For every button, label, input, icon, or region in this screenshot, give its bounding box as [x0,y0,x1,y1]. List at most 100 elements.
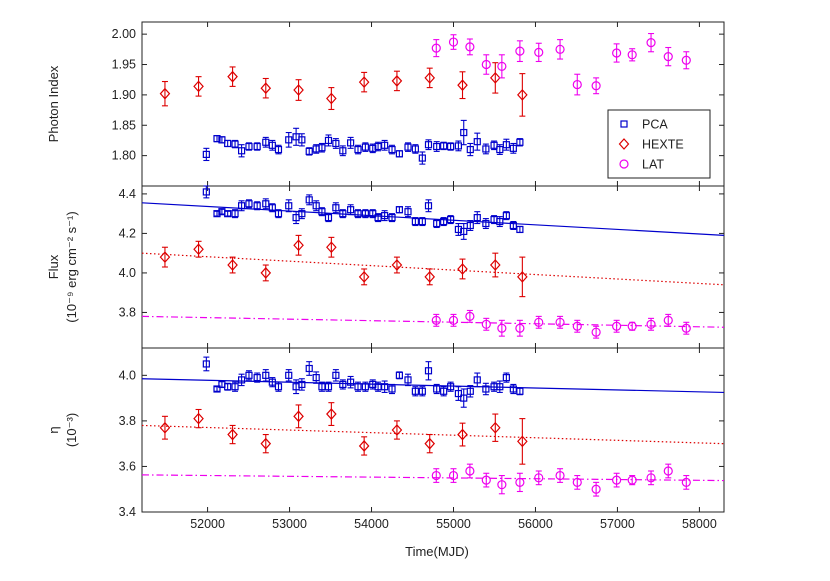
data-point-lat [431,470,441,481]
data-point-pca [202,188,210,196]
data-point-pca [274,145,283,154]
data-point-pca [473,138,481,146]
data-point-lat [591,81,601,91]
legend-label-lat: LAT [642,158,664,172]
data-point-pca [369,144,377,152]
data-point-pca [298,210,306,218]
data-point-pca [381,383,389,391]
data-point-pca [516,387,524,395]
data-point-pca [347,139,355,147]
data-point-lat [591,327,601,337]
data-point-pca [490,141,498,149]
data-point-pca [454,142,463,150]
y-tick-label-eta: 4.0 [119,368,136,382]
data-point-pca [305,364,313,373]
data-point-pca [502,212,510,220]
data-point-hexte [260,82,272,95]
data-point-pca [245,200,253,208]
data-point-pca [312,202,320,210]
data-point-lat [448,37,459,47]
data-point-pca [324,383,333,391]
data-point-pca [231,383,239,391]
trend-line-pca-flux [141,202,725,236]
data-point-hexte [424,71,436,84]
y-tick-label-eta: 3.4 [119,505,136,519]
data-point-pca [347,378,355,386]
data-point-pca [404,208,412,216]
y-tick-label-photon_index: 1.85 [112,118,136,132]
y-tick-label-photon_index: 1.90 [112,88,136,102]
data-point-hexte [358,76,370,89]
data-point-pca [482,219,490,228]
data-point-pca [516,225,524,234]
data-point-pca [202,360,210,368]
data-point-pca [354,210,362,218]
x-tick-label: 53000 [272,517,307,531]
data-point-lat [572,79,582,90]
data-point-hexte [424,437,436,450]
data-point-pca [418,387,426,395]
data-point-lat [591,484,601,494]
data-point-pca [298,380,306,389]
data-point-pca [424,141,433,149]
y-tick-label-eta: 3.8 [119,414,136,428]
data-point-pca [482,385,490,393]
data-point-hexte [260,267,272,279]
data-point-pca [318,144,326,152]
data-point-lat [448,315,459,325]
data-point-hexte [489,259,501,271]
data-point-pca [285,202,293,210]
data-point-pca [224,210,232,218]
panel-flux: 3.8 4.0 4.2 4.4 Flux (10⁻⁹ erg cm⁻² s⁻¹) [46,185,725,349]
data-point-lat [555,44,565,54]
data-point-pca [466,387,474,395]
data-point-pca [224,383,232,391]
data-point-pca [213,385,221,393]
data-point-pca [388,214,396,222]
y-tick-label-photon_index: 1.80 [112,149,136,163]
series-pca-eta [202,356,524,408]
data-point-lat [465,311,475,321]
data-point-hexte [159,421,171,434]
data-point-hexte [391,259,403,271]
data-point-lat [534,317,544,327]
data-point-pca [361,383,369,391]
data-point-pca [305,147,313,155]
data-point-lat [555,317,565,327]
data-point-pca [361,210,369,218]
data-point-hexte [227,259,238,271]
data-point-pca [253,374,261,382]
data-point-pca [473,214,481,222]
data-point-hexte [424,270,436,283]
data-point-hexte [457,263,468,275]
y-tick-label-eta: 3.6 [119,459,136,473]
data-point-pca [395,150,403,158]
data-point-pca [268,204,276,212]
legend-marker-hexte [618,138,630,150]
legend-marker-lat [619,159,629,169]
data-point-pca [440,217,448,226]
data-point-pca [339,147,347,155]
data-point-lat [431,43,441,53]
data-point-pca [245,371,253,379]
data-point-pca [411,217,419,226]
data-point-hexte [260,437,272,450]
y-axis-title-photon_index: Photon Index [46,65,61,142]
data-point-lat [534,47,544,57]
data-point-pca [509,221,517,230]
data-point-pca [253,202,261,210]
data-point-pca [433,219,441,228]
data-point-pca [433,142,441,151]
data-point-pca [332,139,340,148]
data-point-pca [473,376,481,384]
trend-line-hexte-eta [141,424,725,445]
data-point-hexte [457,79,468,92]
data-point-lat [663,52,673,62]
data-point-pca [324,136,333,145]
data-point-lat [612,475,622,485]
y-axis-title-flux: Flux [46,254,61,279]
data-point-pca [509,144,517,152]
data-point-pca [224,139,232,148]
data-point-pca [237,202,246,210]
data-point-pca [245,142,253,151]
